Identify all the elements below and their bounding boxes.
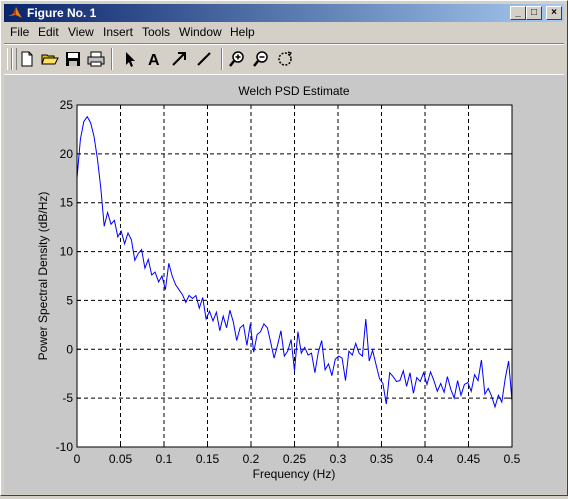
toolbar-grip[interactable] — [12, 48, 17, 70]
maximize-button[interactable]: □ — [526, 6, 542, 20]
window-title: Figure No. 1 — [27, 6, 97, 20]
x-axis-label: Frequency (Hz) — [253, 467, 336, 481]
series-lines — [76, 115, 513, 409]
psd-plot: Welch PSD Estimate 0 0.05 0.1 0.15 0.2 0.25 0.… — [36, 84, 521, 481]
line-tool-icon[interactable] — [194, 49, 214, 69]
y-tick-label: -10 — [56, 440, 74, 454]
y-tick-label: 25 — [60, 98, 74, 112]
x-tick-label: 0.4 — [417, 452, 434, 466]
psd-series-line — [76, 115, 513, 409]
y-tick-label: 10 — [60, 245, 74, 259]
x-tick-label: 0.2 — [243, 452, 260, 466]
print-icon[interactable] — [86, 49, 106, 69]
figure-canvas[interactable]: Welch PSD Estimate 0 0.05 0.1 0.15 0.2 0.25 0.… — [4, 75, 566, 494]
menu-edit[interactable]: Edit — [38, 25, 59, 39]
y-tick-label: 0 — [66, 342, 73, 356]
menu-help[interactable]: Help — [230, 25, 255, 39]
menu-window[interactable]: Window — [179, 25, 222, 39]
axes-box — [76, 104, 513, 448]
matlab-logo-icon — [8, 7, 22, 18]
title-bar[interactable]: Figure No. 1 _ □ × — [4, 4, 564, 22]
y-tick-label: -5 — [62, 391, 73, 405]
toolbar-separator — [221, 48, 223, 70]
x-tick-label: 0.05 — [109, 452, 133, 466]
zoom-out-icon[interactable] — [251, 49, 271, 69]
open-folder-icon[interactable] — [40, 49, 60, 69]
zoom-in-icon[interactable] — [227, 49, 247, 69]
toolbar: A — [4, 43, 564, 75]
grid-lines — [77, 105, 512, 447]
rotate-3d-icon[interactable] — [275, 49, 295, 69]
y-tick-label: 5 — [66, 293, 73, 307]
y-axis-label: Power Spectral Density (dB/Hz) — [36, 192, 50, 361]
x-tick-label: 0.1 — [156, 452, 173, 466]
axis-ticks: 0 0.05 0.1 0.15 0.2 0.25 0.3 0.35 0.4 0.45 0.5 -10 -… — [56, 98, 521, 466]
toolbar-separator — [111, 48, 113, 70]
text-tool-label: A — [148, 52, 160, 69]
arrow-select-icon[interactable] — [119, 49, 139, 69]
menu-file[interactable]: File — [10, 25, 30, 39]
save-icon[interactable] — [63, 49, 83, 69]
x-tick-label: 0.25 — [283, 452, 307, 466]
menu-view[interactable]: View — [68, 25, 94, 39]
close-button[interactable]: × — [546, 6, 562, 20]
x-tick-label: 0.5 — [504, 452, 521, 466]
new-file-icon[interactable] — [17, 49, 37, 69]
menu-tools[interactable]: Tools — [142, 25, 171, 39]
x-tick-label: 0.3 — [330, 452, 347, 466]
x-tick-label: 0.45 — [457, 452, 481, 466]
minimize-button[interactable]: _ — [510, 6, 526, 20]
x-tick-label: 0.35 — [370, 452, 394, 466]
x-tick-label: 0 — [74, 452, 81, 466]
toolbar-grip[interactable] — [7, 48, 12, 70]
x-tick-label: 0.15 — [196, 452, 220, 466]
y-tick-label: 20 — [60, 147, 74, 161]
menu-insert[interactable]: Insert — [103, 25, 134, 39]
text-tool-icon[interactable]: A — [144, 49, 164, 69]
y-tick-label: 15 — [60, 196, 74, 210]
arrow-tool-icon[interactable] — [169, 49, 189, 69]
chart-title: Welch PSD Estimate — [238, 84, 349, 98]
menu-bar: File Edit View Insert Tools Window Help — [4, 23, 564, 42]
